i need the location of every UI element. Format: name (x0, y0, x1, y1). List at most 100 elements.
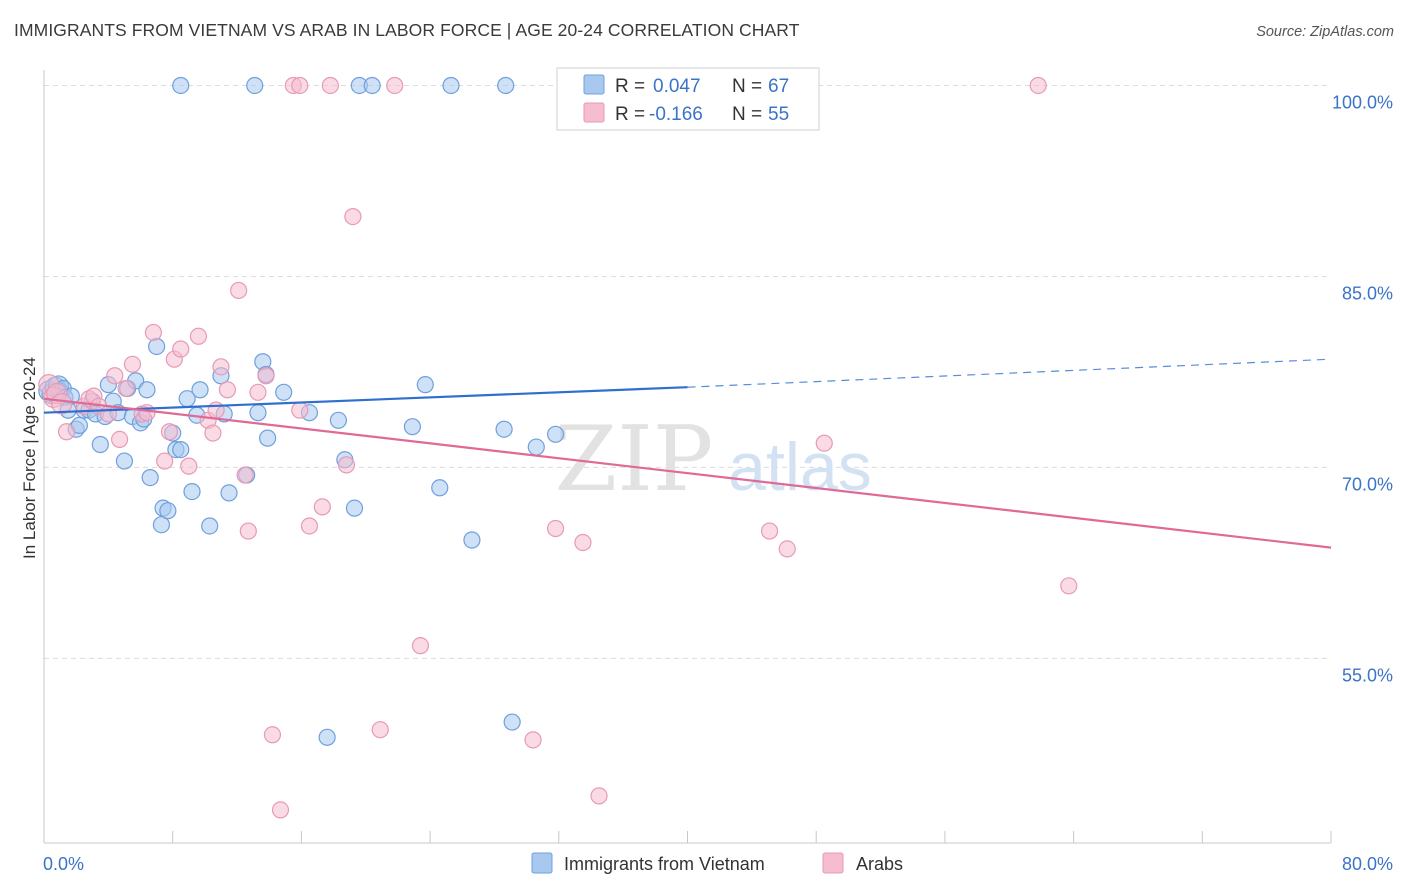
point-vietnam (138, 381, 156, 399)
point-arabs (236, 466, 254, 484)
point-vietnam (416, 376, 434, 394)
point-arabs (300, 517, 319, 535)
point-vietnam (183, 483, 201, 501)
point-vietnam (431, 479, 449, 497)
point-arabs (189, 327, 208, 345)
point-vietnam (141, 469, 159, 487)
trend-line-vietnam-extension (687, 358, 1332, 388)
point-vietnam (259, 429, 277, 447)
x-tick-label-min: 0.0% (43, 854, 84, 874)
svg-text:N =: N = (732, 76, 762, 97)
point-vietnam (246, 76, 264, 95)
point-vietnam (345, 499, 364, 517)
watermark-atlas: atlas (728, 429, 872, 505)
point-vietnam (497, 76, 515, 95)
point-arabs (207, 401, 225, 419)
watermark-zip: ZIP (555, 407, 714, 512)
svg-text:R =: R = (615, 104, 645, 125)
point-arabs (337, 456, 356, 474)
point-arabs (99, 405, 117, 423)
trend-line-vietnam (43, 386, 688, 414)
legend-n-value-vietnam: 67 (768, 76, 789, 97)
point-arabs (180, 457, 198, 475)
point-vietnam (191, 381, 209, 399)
point-arabs (57, 423, 76, 441)
point-arabs (51, 393, 73, 415)
legend-swatch-arabs (583, 102, 605, 123)
legend-r-value-arabs: -0.166 (649, 104, 703, 125)
point-arabs (313, 498, 331, 516)
svg-text:55: 55 (768, 104, 789, 125)
point-vietnam (363, 76, 381, 95)
point-arabs (172, 340, 190, 358)
point-arabs (546, 519, 565, 538)
point-arabs (263, 726, 282, 744)
point-arabs (230, 281, 248, 300)
point-arabs (371, 721, 389, 739)
point-vietnam (249, 404, 267, 422)
point-arabs (760, 522, 779, 540)
grid-lines (44, 84, 1331, 659)
legend-n-label-1: N = (732, 76, 762, 97)
svg-text:-0.166: -0.166 (649, 104, 703, 125)
legend-n-label-2: N = (732, 104, 762, 125)
bottom-legend-swatch-arabs (822, 852, 844, 874)
point-arabs (257, 367, 275, 385)
svg-text:0.047: 0.047 (653, 76, 701, 97)
point-arabs (144, 323, 162, 342)
point-arabs (291, 401, 309, 419)
bottom-legend: Immigrants from Vietnam Arabs (531, 852, 903, 874)
legend-r-label-2: R = (615, 104, 645, 125)
point-arabs (138, 404, 156, 422)
point-arabs (411, 637, 430, 655)
point-arabs (1060, 577, 1078, 595)
point-vietnam (403, 418, 422, 436)
point-arabs (344, 208, 362, 226)
axes (43, 70, 1332, 844)
point-vietnam (172, 440, 190, 459)
point-arabs (239, 522, 257, 540)
point-arabs (160, 423, 179, 441)
point-vietnam (152, 516, 171, 534)
svg-text:R =: R = (615, 76, 645, 97)
point-vietnam (275, 383, 293, 401)
svg-text:N =: N = (732, 104, 762, 125)
point-vietnam (220, 484, 238, 502)
point-vietnam (91, 435, 109, 454)
point-arabs (111, 430, 129, 449)
point-vietnam (115, 452, 134, 470)
bottom-legend-swatch-vietnam (531, 852, 553, 874)
point-vietnam (463, 531, 481, 549)
point-arabs (204, 424, 222, 442)
point-arabs (574, 533, 592, 552)
point-arabs (815, 434, 833, 452)
trend-lines (43, 358, 1332, 549)
bottom-legend-label-arabs: Arabs (856, 854, 903, 874)
point-arabs (106, 367, 124, 385)
y-tick-label: 85.0% (1342, 283, 1393, 303)
watermark: ZIP atlas (555, 407, 872, 512)
point-vietnam (495, 420, 513, 438)
point-arabs (386, 76, 404, 95)
legend-r-label-1: R = (615, 76, 645, 97)
point-arabs (123, 355, 142, 373)
y-tick-label: 55.0% (1342, 665, 1393, 685)
bottom-legend-label-vietnam: Immigrants from Vietnam (564, 854, 765, 874)
point-vietnam (546, 425, 565, 443)
point-vietnam (527, 438, 545, 456)
chart-title: IMMIGRANTS FROM VIETNAM VS ARAB IN LABOR… (14, 20, 800, 40)
y-tick-labels: 55.0% 70.0% 85.0% 100.0% (1332, 92, 1393, 685)
point-vietnam (442, 76, 460, 95)
x-tick-label-max: 80.0% (1342, 854, 1393, 874)
point-vietnam (172, 76, 190, 95)
legend-n-value-arabs: 55 (768, 104, 789, 125)
point-vietnam (318, 728, 336, 746)
point-arabs (117, 379, 135, 398)
point-vietnam (148, 337, 166, 356)
point-vietnam (159, 502, 177, 520)
point-arabs (778, 540, 796, 558)
source-label: Source: ZipAtlas.com (1256, 24, 1394, 40)
y-axis-label: In Labor Force | Age 20-24 (20, 357, 39, 559)
point-vietnam (201, 517, 219, 535)
